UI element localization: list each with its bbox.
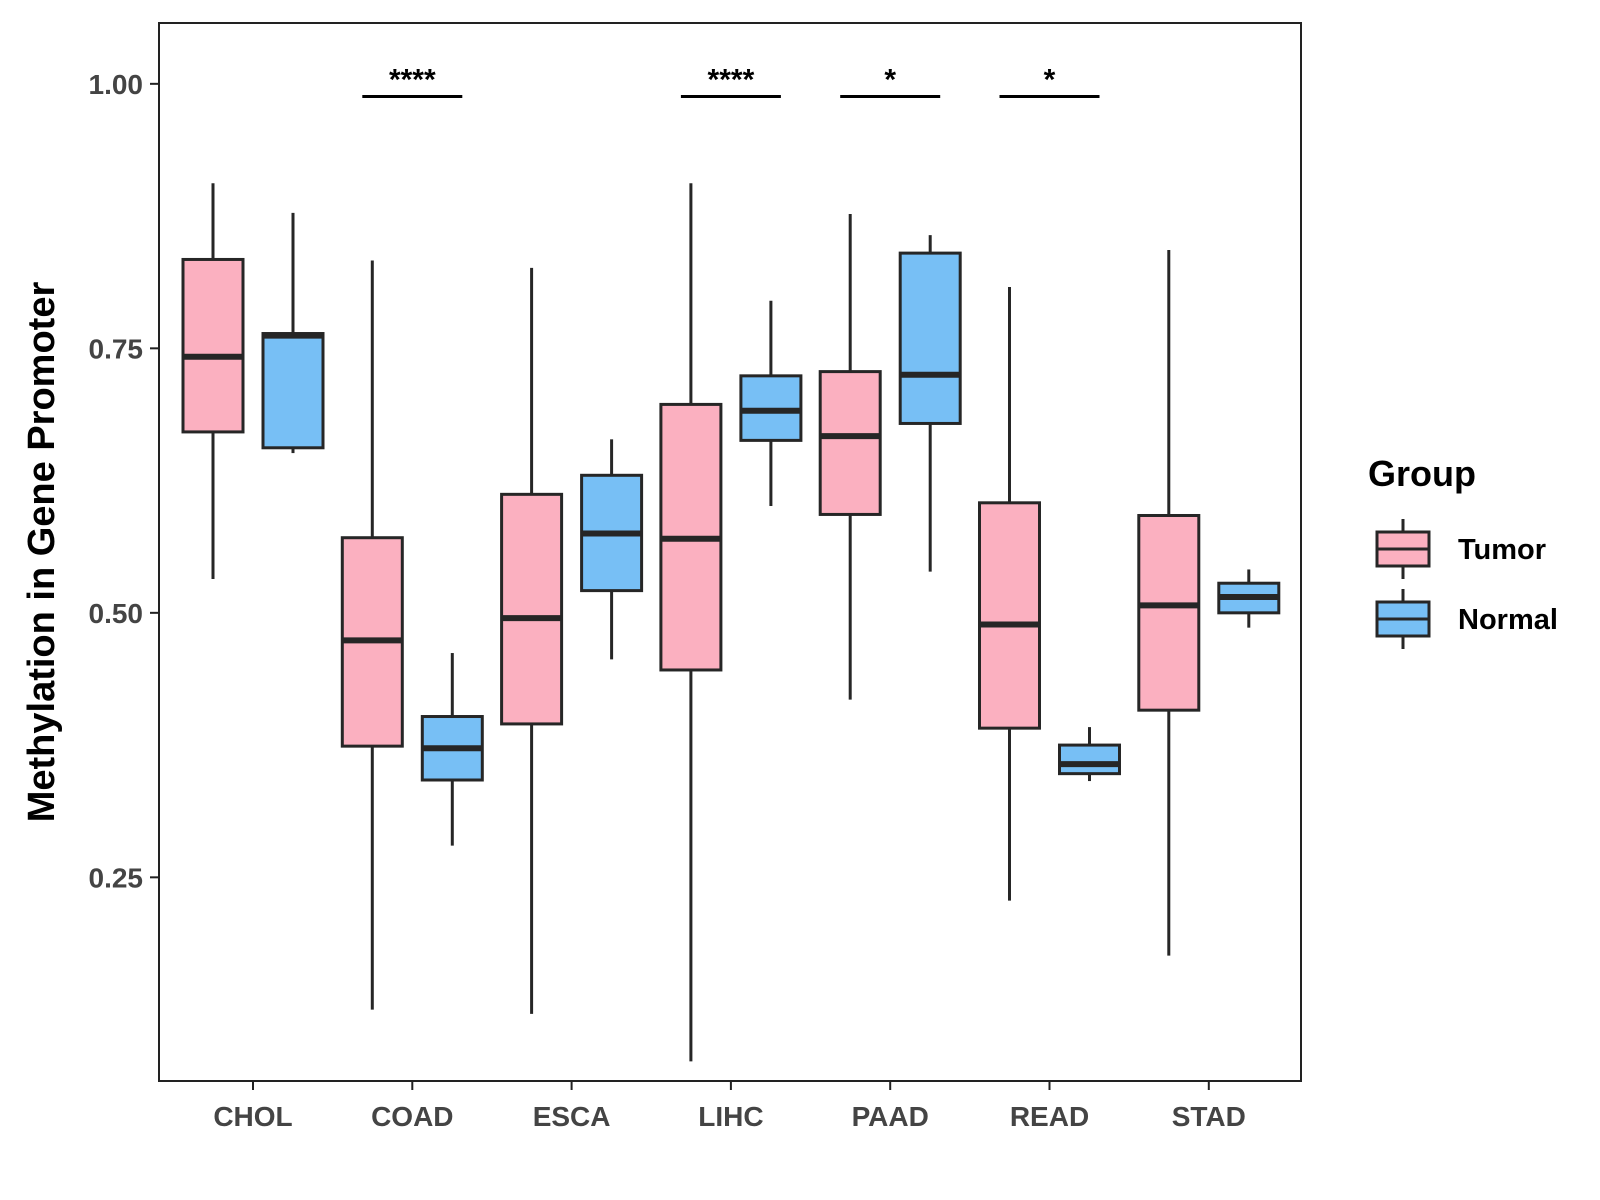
- box-tumor-esca: [500, 267, 564, 1014]
- box-tumor-paad: [818, 213, 882, 700]
- box-iqr: [978, 501, 1041, 730]
- box-iqr: [261, 332, 325, 450]
- significance-label: ****: [708, 64, 755, 97]
- box-normal-coad: [420, 653, 484, 846]
- significance-label: *: [1044, 64, 1056, 97]
- box-normal-lihc: [739, 300, 803, 506]
- box-iqr: [181, 257, 245, 434]
- box-normal-esca: [580, 439, 644, 660]
- x-tick-label: COAD: [371, 1101, 453, 1132]
- significance-label: *: [884, 64, 896, 97]
- box-iqr: [1137, 513, 1201, 712]
- x-tick-label: PAAD: [852, 1101, 929, 1132]
- box-iqr: [500, 492, 564, 726]
- boxes-layer: [181, 183, 1281, 1062]
- box-tumor-read: [978, 286, 1041, 901]
- box-iqr: [898, 251, 962, 425]
- legend-key-normal: [1375, 589, 1431, 649]
- significance-label: ****: [389, 64, 436, 97]
- y-axis-title: Methylation in Gene Promoter: [21, 282, 63, 823]
- box-normal-stad: [1217, 569, 1281, 628]
- x-tick-label: ESCA: [533, 1101, 611, 1132]
- y-tick-label: 0.75: [89, 333, 144, 364]
- y-tick-label: 1.00: [89, 69, 144, 100]
- legend-label-normal: Normal: [1458, 604, 1558, 636]
- y-axis: 0.25 0.50 0.75 1.00: [89, 69, 159, 893]
- box-tumor-lihc: [659, 183, 723, 1062]
- box-iqr: [1058, 743, 1121, 776]
- box-tumor-stad: [1137, 249, 1201, 956]
- box-tumor-coad: [340, 260, 404, 1010]
- legend-title: Group: [1368, 453, 1476, 494]
- significance-layer: **** **** * *: [362, 64, 1100, 99]
- legend: Group Tumor Normal: [1368, 453, 1558, 649]
- box-normal-read: [1058, 727, 1121, 782]
- box-tumor-chol: [181, 183, 245, 579]
- x-tick-label: LIHC: [698, 1101, 763, 1132]
- box-normal-chol: [261, 212, 325, 454]
- box-normal-paad: [898, 235, 962, 572]
- legend-key-tumor: [1375, 519, 1431, 579]
- box-iqr: [818, 370, 882, 516]
- x-tick-label: STAD: [1172, 1101, 1246, 1132]
- x-tick-label: CHOL: [213, 1101, 292, 1132]
- x-tick-label: READ: [1010, 1101, 1089, 1132]
- y-tick-label: 0.25: [89, 862, 144, 893]
- x-axis: CHOL COAD ESCA LIHC PAAD READ STAD: [213, 1081, 1246, 1132]
- y-tick-label: 0.50: [89, 598, 144, 629]
- plot-panel: [158, 22, 1302, 1082]
- legend-label-tumor: Tumor: [1458, 534, 1546, 566]
